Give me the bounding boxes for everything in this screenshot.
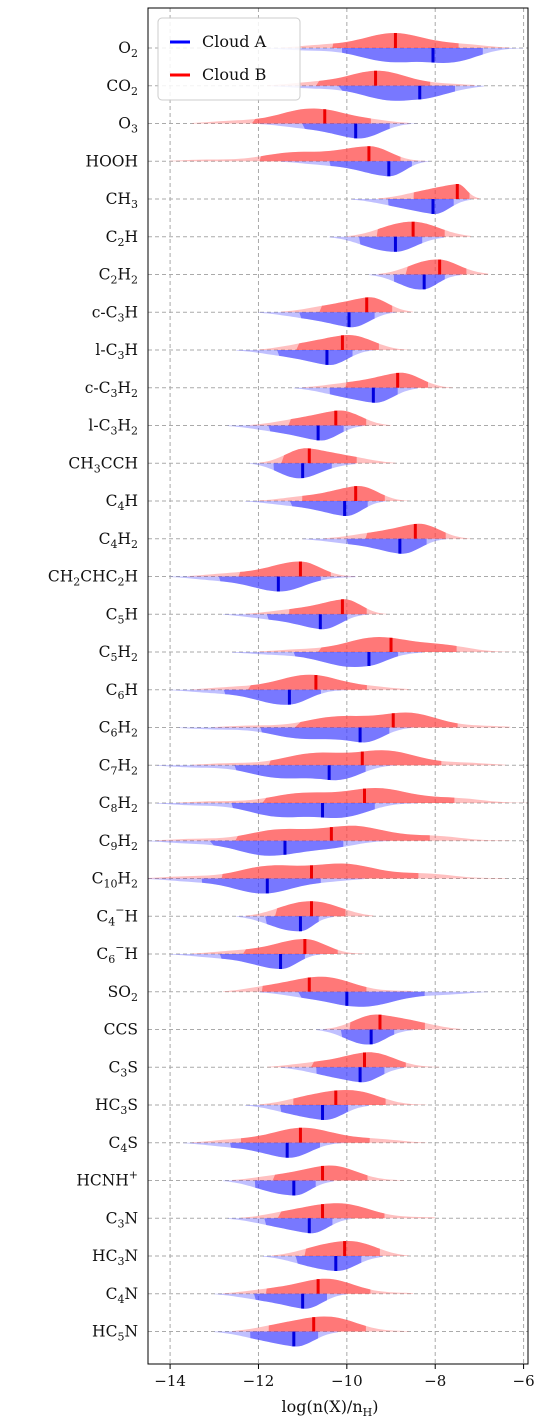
x-tick-label: −8 (424, 1372, 446, 1390)
species-label: C4H2 (99, 530, 138, 551)
species-label: l-C3H (95, 341, 138, 362)
species-label: C5H2 (99, 643, 138, 664)
species-label: l-C3H2 (88, 417, 138, 438)
species-label: C7H2 (99, 756, 138, 777)
species-label: C9H2 (99, 832, 138, 853)
x-tick-label: −6 (513, 1372, 535, 1390)
species-label: O3 (118, 115, 138, 136)
species-label: O2 (118, 39, 138, 60)
species-label: HOOH (86, 152, 138, 170)
species-label: CH3 (106, 190, 138, 211)
species-label: CH3CCH (68, 454, 138, 475)
x-tick-label: −10 (331, 1372, 363, 1390)
species-label: C4N (106, 1285, 138, 1306)
species-label: C3S (109, 1058, 139, 1079)
species-label: c-C3H2 (85, 379, 138, 400)
x-axis-label: log(n(X)/nH) (282, 1397, 379, 1419)
species-label: CCS (104, 1021, 138, 1039)
species-label: HC3S (95, 1096, 138, 1117)
x-tick-label: −14 (154, 1372, 186, 1390)
species-label: C8H2 (99, 794, 138, 815)
species-label: SO2 (108, 983, 138, 1004)
species-label: C5H (106, 605, 138, 626)
x-tick-label: −12 (243, 1372, 275, 1390)
species-label: C6H2 (99, 719, 138, 740)
species-label: HCNH+ (76, 1169, 138, 1190)
species-label: C4H (106, 492, 138, 513)
species-label: HC5N (92, 1323, 138, 1344)
species-label: HC3N (92, 1247, 138, 1268)
species-label: c-C3H (92, 303, 138, 324)
species-label: C4S (109, 1134, 139, 1155)
species-label: CH2CHC2H (48, 568, 138, 589)
legend-label: Cloud B (202, 65, 266, 84)
species-label: C2H2 (99, 266, 138, 287)
species-label: C6H (106, 681, 138, 702)
legend: Cloud A Cloud B (158, 18, 300, 100)
species-label: C2H (106, 228, 138, 249)
legend-label: Cloud A (202, 32, 267, 51)
legend-box (158, 18, 300, 100)
species-labels: O2 CO2 O3 HOOH CH3 C2H C2H2 c-C3H l-C3H c-C3H2 l-C… (48, 39, 138, 1344)
species-label: C3N (106, 1209, 138, 1230)
species-label: C10H2 (92, 870, 138, 891)
species-label: C4−H (96, 903, 138, 928)
species-label: CO2 (106, 77, 138, 98)
x-axis: −14 −12 −10 −8 −6 log(n(X)/nH) (154, 1364, 534, 1419)
species-label: C6−H (96, 941, 138, 966)
